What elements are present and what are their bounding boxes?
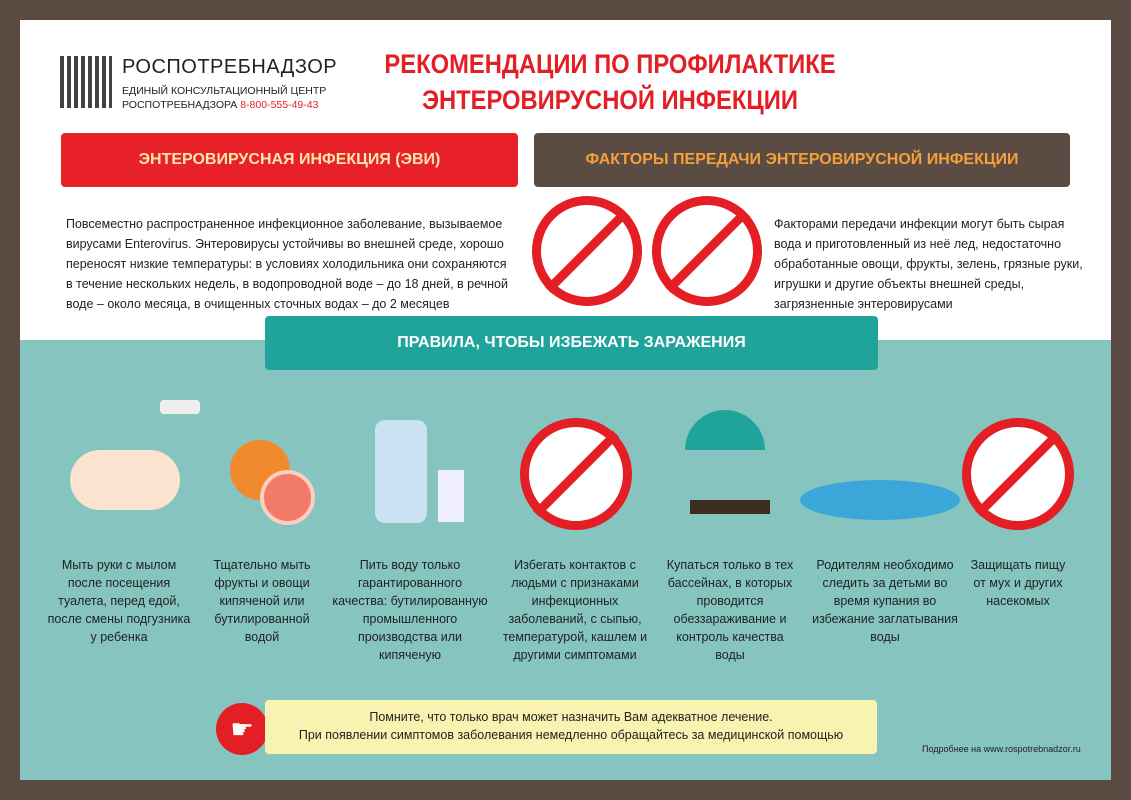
title-line2: ЭНТЕРОВИРУСНОЙ ИНФЕКЦИИ xyxy=(422,85,798,115)
transmission-heading: ФАКТОРЫ ПЕРЕДАЧИ ЭНТЕРОВИРУСНОЙ ИНФЕКЦИИ xyxy=(534,133,1070,187)
rules-heading: ПРАВИЛА, ЧТОБЫ ИЗБЕЖАТЬ ЗАРАЖЕНИЯ xyxy=(265,316,878,370)
rule-7: Защищать пищу от мух и других насекомых xyxy=(970,558,1066,608)
website-link[interactable]: Подробнее на www.rospotrebnadzor.ru xyxy=(922,744,1081,754)
note-line2: При появлении симптомов заболевания неме… xyxy=(298,728,844,742)
center-line2: РОСПОТРЕБНАДЗОРА 8-800-555-49-43 xyxy=(122,98,326,112)
center-name: РОСПОТРЕБНАДЗОРА xyxy=(122,99,238,111)
no-dirty-vegetables-icon xyxy=(532,196,642,306)
beach-umbrella-icon xyxy=(670,400,780,530)
no-fly-icon xyxy=(962,418,1074,530)
swimming-children-icon xyxy=(800,400,960,530)
note-line1: Помните, что только врач может назначить… xyxy=(369,710,773,724)
rule-6: Родителям необходимо следить за детьми в… xyxy=(812,558,958,644)
transmission-description: Факторами передачи инфекции могут быть с… xyxy=(774,217,1083,311)
no-coughing-person-icon xyxy=(520,418,632,530)
rule-2: Тщательно мыть фрукты и овощи кипяченой … xyxy=(213,558,311,644)
page-title: РЕКОМЕНДАЦИИ ПО ПРОФИЛАКТИКЕ ЭНТЕРОВИРУС… xyxy=(381,46,839,118)
rule-1: Мыть руки с мылом после посещения туалет… xyxy=(47,558,191,644)
pointing-hand-icon: ☛ xyxy=(216,703,268,755)
title-line1: РЕКОМЕНДАЦИИ ПО ПРОФИЛАКТИКЕ xyxy=(384,49,836,79)
water-bottle-icon xyxy=(370,400,470,530)
rule-5: Купаться только в тех бассейнах, в котор… xyxy=(666,558,794,662)
org-name: РОСПОТРЕБНАДЗОР xyxy=(122,56,338,78)
no-dirty-hands-icon xyxy=(652,196,762,306)
rule-4: Избегать контактов с людьми с признаками… xyxy=(502,558,648,662)
center-line1: ЕДИНЫЙ КОНСУЛЬТАЦИОННЫЙ ЦЕНТР xyxy=(122,85,327,97)
rule-3: Пить воду только гарантированного качест… xyxy=(332,558,488,662)
poster: РОСПОТРЕБНАДЗОР ЕДИНЫЙ КОНСУЛЬТАЦИОННЫЙ … xyxy=(20,20,1111,780)
qr-code-icon xyxy=(60,56,112,108)
evi-description: Повсеместно распространенное инфекционно… xyxy=(66,217,508,311)
doctor-note: Помните, что только врач может назначить… xyxy=(265,700,877,754)
phone: 8-800-555-49-43 xyxy=(240,99,319,111)
washing-hands-icon xyxy=(60,400,200,530)
fruit-icon xyxy=(220,400,320,530)
consult-center: ЕДИНЫЙ КОНСУЛЬТАЦИОННЫЙ ЦЕНТР РОСПОТРЕБН… xyxy=(122,84,326,112)
evi-heading: ЭНТЕРОВИРУСНАЯ ИНФЕКЦИЯ (ЭВИ) xyxy=(61,133,518,187)
